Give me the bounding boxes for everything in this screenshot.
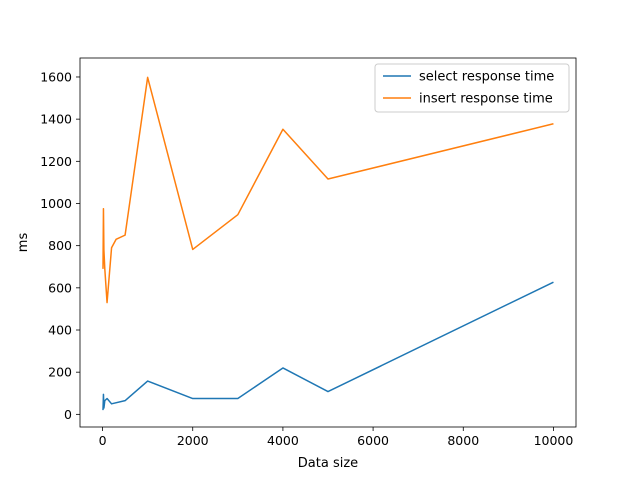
series-line-select	[102, 281, 554, 411]
y-tick-label: 400	[48, 323, 72, 338]
x-tick-label: 4000	[267, 433, 299, 448]
y-tick-label: 1600	[40, 69, 72, 84]
legend-entry-label: insert response time	[419, 92, 553, 107]
y-axis-label: ms	[16, 233, 31, 253]
y-tick-label: 600	[48, 280, 72, 295]
y-tick-label: 1400	[40, 112, 72, 127]
x-tick-label: 6000	[357, 433, 389, 448]
series-line-insert	[102, 76, 554, 304]
legend-entry-label: select response time	[419, 70, 554, 85]
x-axis-ticks: 0 2000 4000 6000 8000 10000	[99, 427, 574, 448]
legend-box	[374, 63, 570, 113]
y-tick-label: 1200	[40, 154, 72, 169]
x-tick-label: 0	[99, 433, 107, 448]
x-axis-label: Data size	[298, 456, 358, 471]
plot-frame	[79, 57, 577, 428]
y-tick-label: 0	[64, 407, 72, 422]
series-lines	[102, 76, 554, 411]
y-tick-label: 1000	[40, 196, 72, 211]
legend: select response time insert response time	[374, 63, 570, 113]
y-axis-ticks: 0 200 400 600 800 1000 1200 1400 1600	[40, 69, 80, 422]
y-tick-label: 800	[48, 238, 72, 253]
x-tick-label: 2000	[177, 433, 209, 448]
x-tick-label: 10000	[534, 433, 574, 448]
x-tick-label: 8000	[447, 433, 479, 448]
y-tick-label: 200	[48, 365, 72, 380]
